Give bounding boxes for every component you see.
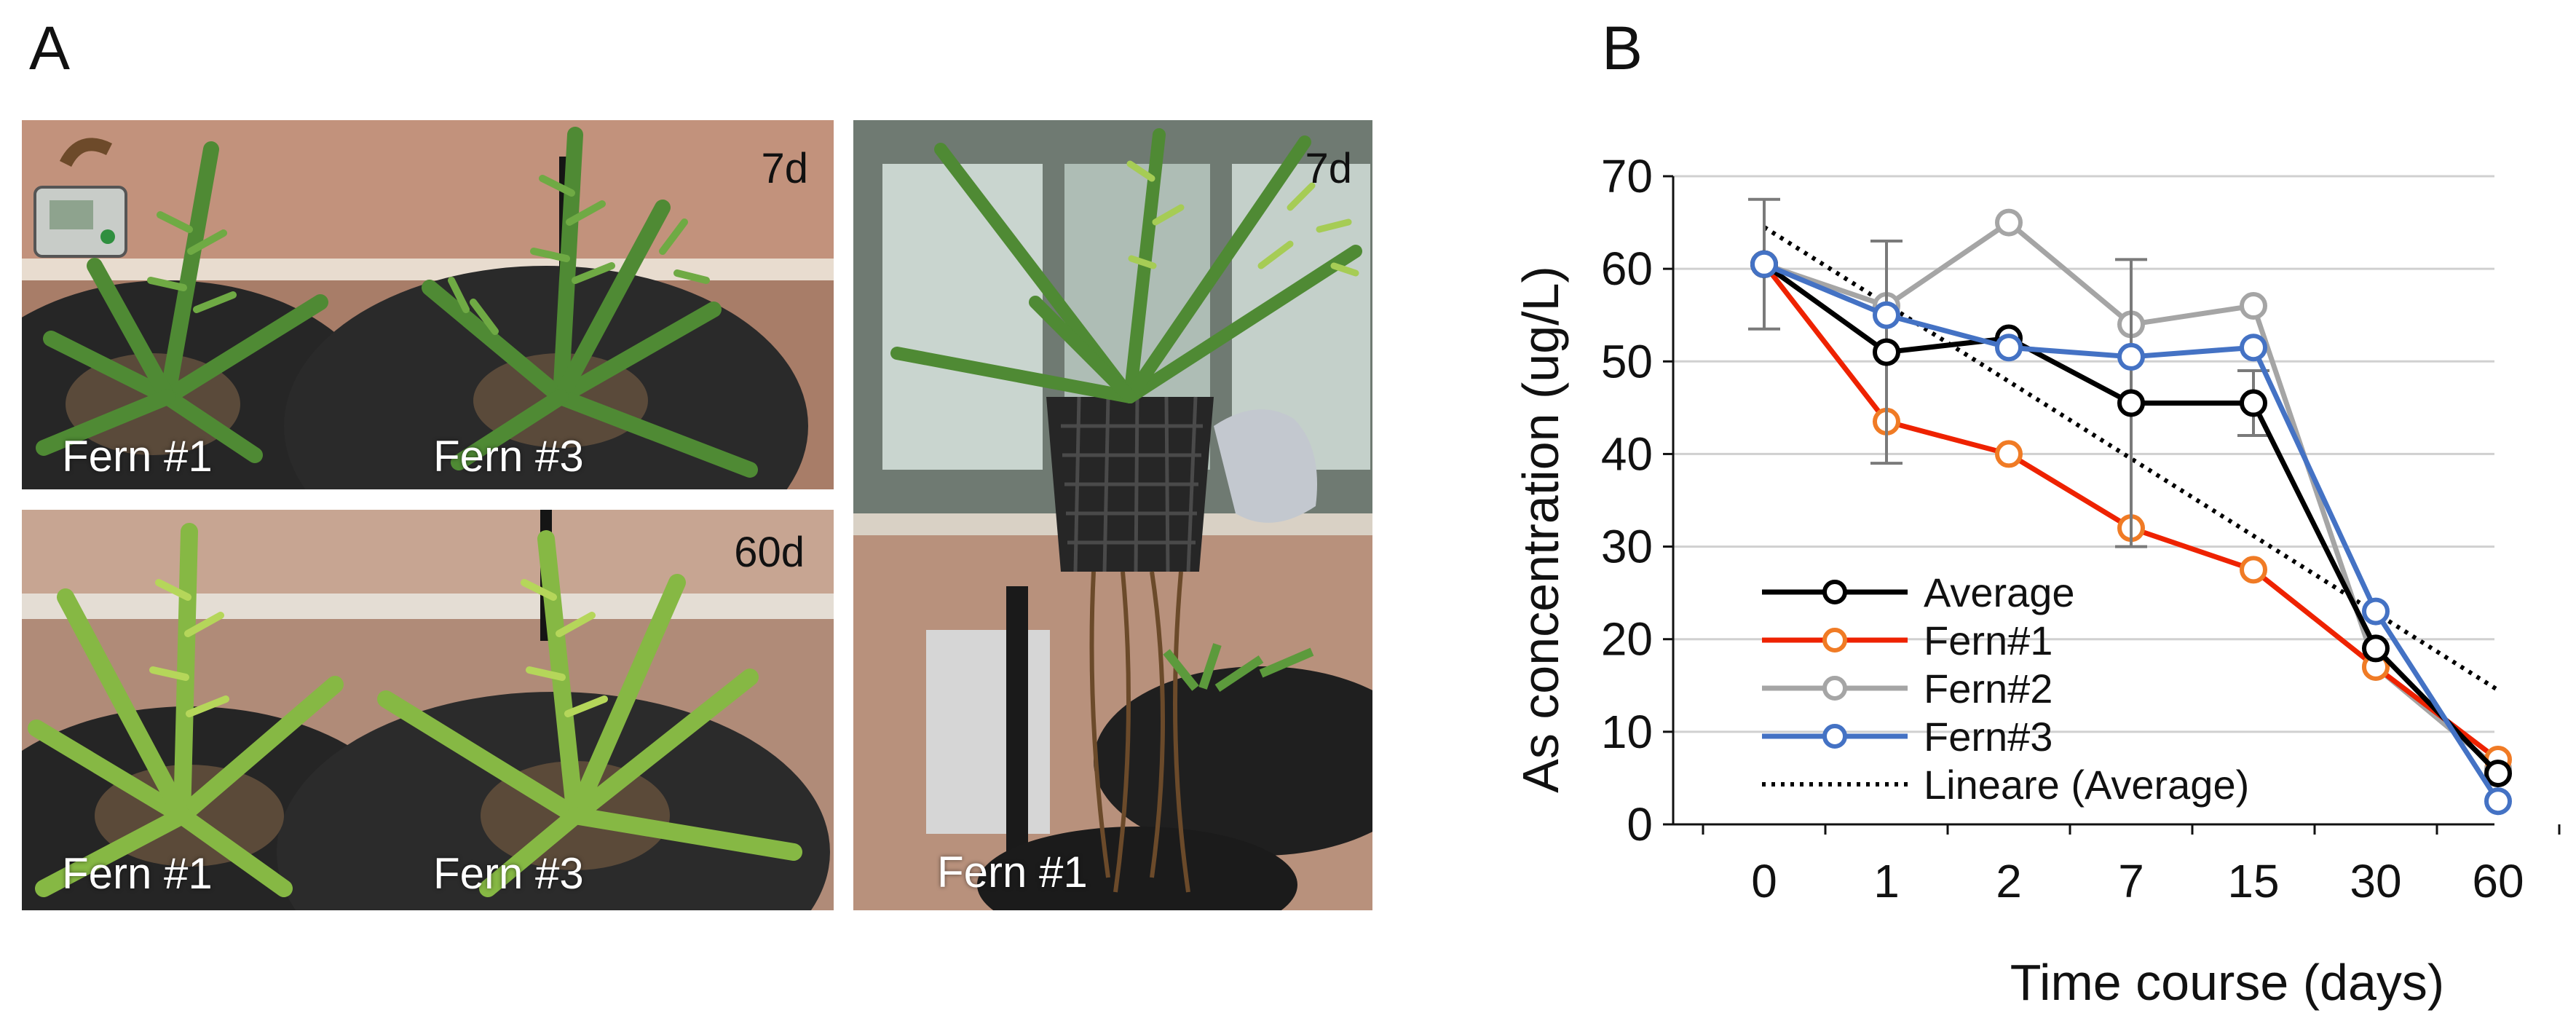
fern-3-label: Fern #3 [433,852,584,896]
fern-photo-7d-roots: 7d Fern #1 [853,120,1372,910]
y-tick-label: 10 [1601,706,1653,758]
arsenic-concentration-chart: 0 10 20 30 40 50 60 70 0 1 2 7 15 30 60 AverageFern#1… [1383,87,2563,1020]
panel-a-label: A [29,13,70,84]
time-label: 7d [1305,148,1352,190]
legend-item: Fern#3 [1762,714,2052,760]
data-point [2364,636,2387,660]
legend-marker [1825,678,1845,698]
y-tick-label: 60 [1601,243,1653,295]
data-point [2364,600,2387,623]
y-tick-label: 70 [1601,150,1653,202]
fern-1-label: Fern #1 [937,851,1088,894]
data-point [2242,294,2265,318]
legend-item: Fern#1 [1762,618,2052,663]
fern-1-label: Fern #1 [62,852,213,896]
legend-marker [1825,726,1845,746]
x-tick-label: 0 [1751,855,1777,907]
fern-1-label: Fern #1 [62,435,213,478]
legend-label: Fern#3 [1924,714,2052,760]
fern-photo-roots-illustration [853,120,1372,910]
data-point [1875,304,1898,327]
data-point [1875,341,1898,364]
data-point [2242,558,2265,581]
x-tick-label: 60 [2472,855,2524,907]
x-tick-label: 7 [2118,855,2144,907]
y-tick-label: 50 [1601,335,1653,387]
data-point [2486,762,2510,785]
fern-3-label: Fern #3 [433,435,584,478]
x-tick-label: 15 [2227,855,2279,907]
legend-label: Average [1924,569,2075,615]
data-point [2119,345,2143,368]
x-tick-label: 1 [1873,855,1900,907]
y-axis-ticks: 0 10 20 30 40 50 60 70 [1601,150,1673,851]
x-axis-ticks: 0 1 2 7 15 30 60 [1703,824,2559,907]
y-axis-label: As concentration (ug/L) [1512,266,1569,793]
y-tick-label: 30 [1601,521,1653,573]
data-point [2242,392,2265,415]
legend-marker [1825,630,1845,650]
data-point [1997,336,2020,359]
legend-label: Lineare (Average) [1924,762,2249,808]
panel-b-label: B [1602,13,1643,84]
x-tick-label: 2 [1996,855,2022,907]
data-point [1997,211,2020,234]
y-tick-label: 0 [1627,798,1653,851]
legend-item: Lineare (Average) [1762,762,2249,808]
data-point [1753,253,1776,276]
fern-photo-7d-top: 7d Fern #1 Fern #3 [22,120,834,489]
legend-item: Average [1762,569,2075,615]
chart-series [1748,200,2510,813]
x-axis-label: Time course (days) [2010,954,2444,1011]
data-point [1997,442,2020,465]
data-point [2486,789,2510,813]
x-tick-label: 30 [2350,855,2401,907]
legend-item: Fern#2 [1762,666,2052,711]
legend-marker [1825,582,1845,602]
data-point [2242,336,2265,359]
y-tick-label: 20 [1601,613,1653,666]
legend-label: Fern#2 [1924,666,2052,711]
fern-photo-60d: 60d Fern #1 Fern #3 [22,510,834,910]
y-tick-label: 40 [1601,427,1653,480]
legend-label: Fern#1 [1924,618,2052,663]
time-label: 60d [734,532,805,574]
time-label: 7d [761,148,808,190]
data-point [2119,392,2143,415]
